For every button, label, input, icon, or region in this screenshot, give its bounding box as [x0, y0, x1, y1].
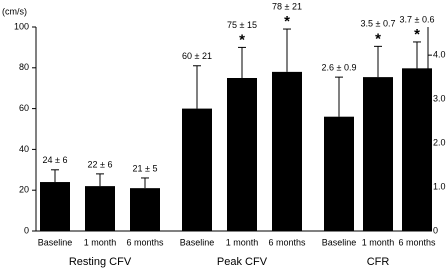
y2-tick-label: 3.0 [433, 93, 446, 103]
y2-tick-label: 1.0 [433, 181, 446, 191]
significance-marker: * [239, 31, 245, 48]
value-label: 78 ± 21 [272, 1, 302, 11]
value-label: 3.5 ± 0.7 [361, 19, 396, 29]
value-label: 24 ± 6 [43, 155, 68, 165]
x-tick-label: Baseline [38, 237, 73, 247]
y-axis-label: (cm/s) [2, 6, 27, 16]
y-tick-label: 20 [19, 185, 29, 195]
value-label: 21 ± 5 [133, 163, 158, 173]
group-label: Peak CFV [217, 256, 268, 268]
x-tick-label: Baseline [322, 237, 357, 247]
x-tick-label: 1 month [226, 237, 259, 247]
value-label: 22 ± 6 [88, 159, 113, 169]
x-tick-label: 1 month [84, 237, 117, 247]
y-tick-label: 100 [14, 21, 29, 31]
value-label: 60 ± 21 [182, 51, 212, 61]
significance-marker: * [284, 13, 290, 30]
bar [40, 182, 70, 231]
bar [324, 116, 354, 231]
y2-tick-label: 2.0 [433, 137, 446, 147]
x-tick-label: Baseline [180, 237, 215, 247]
bar [402, 68, 432, 232]
x-tick-label: 6 months [126, 237, 164, 247]
bar [85, 186, 115, 231]
x-tick-label: 6 months [398, 237, 436, 247]
significance-marker: * [375, 30, 381, 47]
value-label: 2.6 ± 0.9 [322, 62, 357, 72]
y2-tick-label: 0 [433, 225, 438, 235]
bar [363, 77, 393, 231]
y-tick-label: 40 [19, 144, 29, 154]
value-label: 3.7 ± 0.6 [400, 14, 435, 24]
bar [272, 71, 302, 231]
bar [182, 108, 212, 231]
group-label: CFR [367, 256, 390, 268]
bar [227, 78, 257, 231]
y-tick-label: 0 [24, 225, 29, 235]
x-tick-label: 1 month [362, 237, 395, 247]
value-label: 75 ± 15 [227, 20, 257, 30]
y2-tick-label: 4.0 [433, 50, 446, 60]
y-tick-label: 60 [19, 103, 29, 113]
group-label: Resting CFV [69, 256, 132, 268]
y-tick-label: 80 [19, 62, 29, 72]
x-tick-label: 6 months [268, 237, 306, 247]
significance-marker: * [414, 26, 420, 43]
bar [130, 188, 160, 231]
